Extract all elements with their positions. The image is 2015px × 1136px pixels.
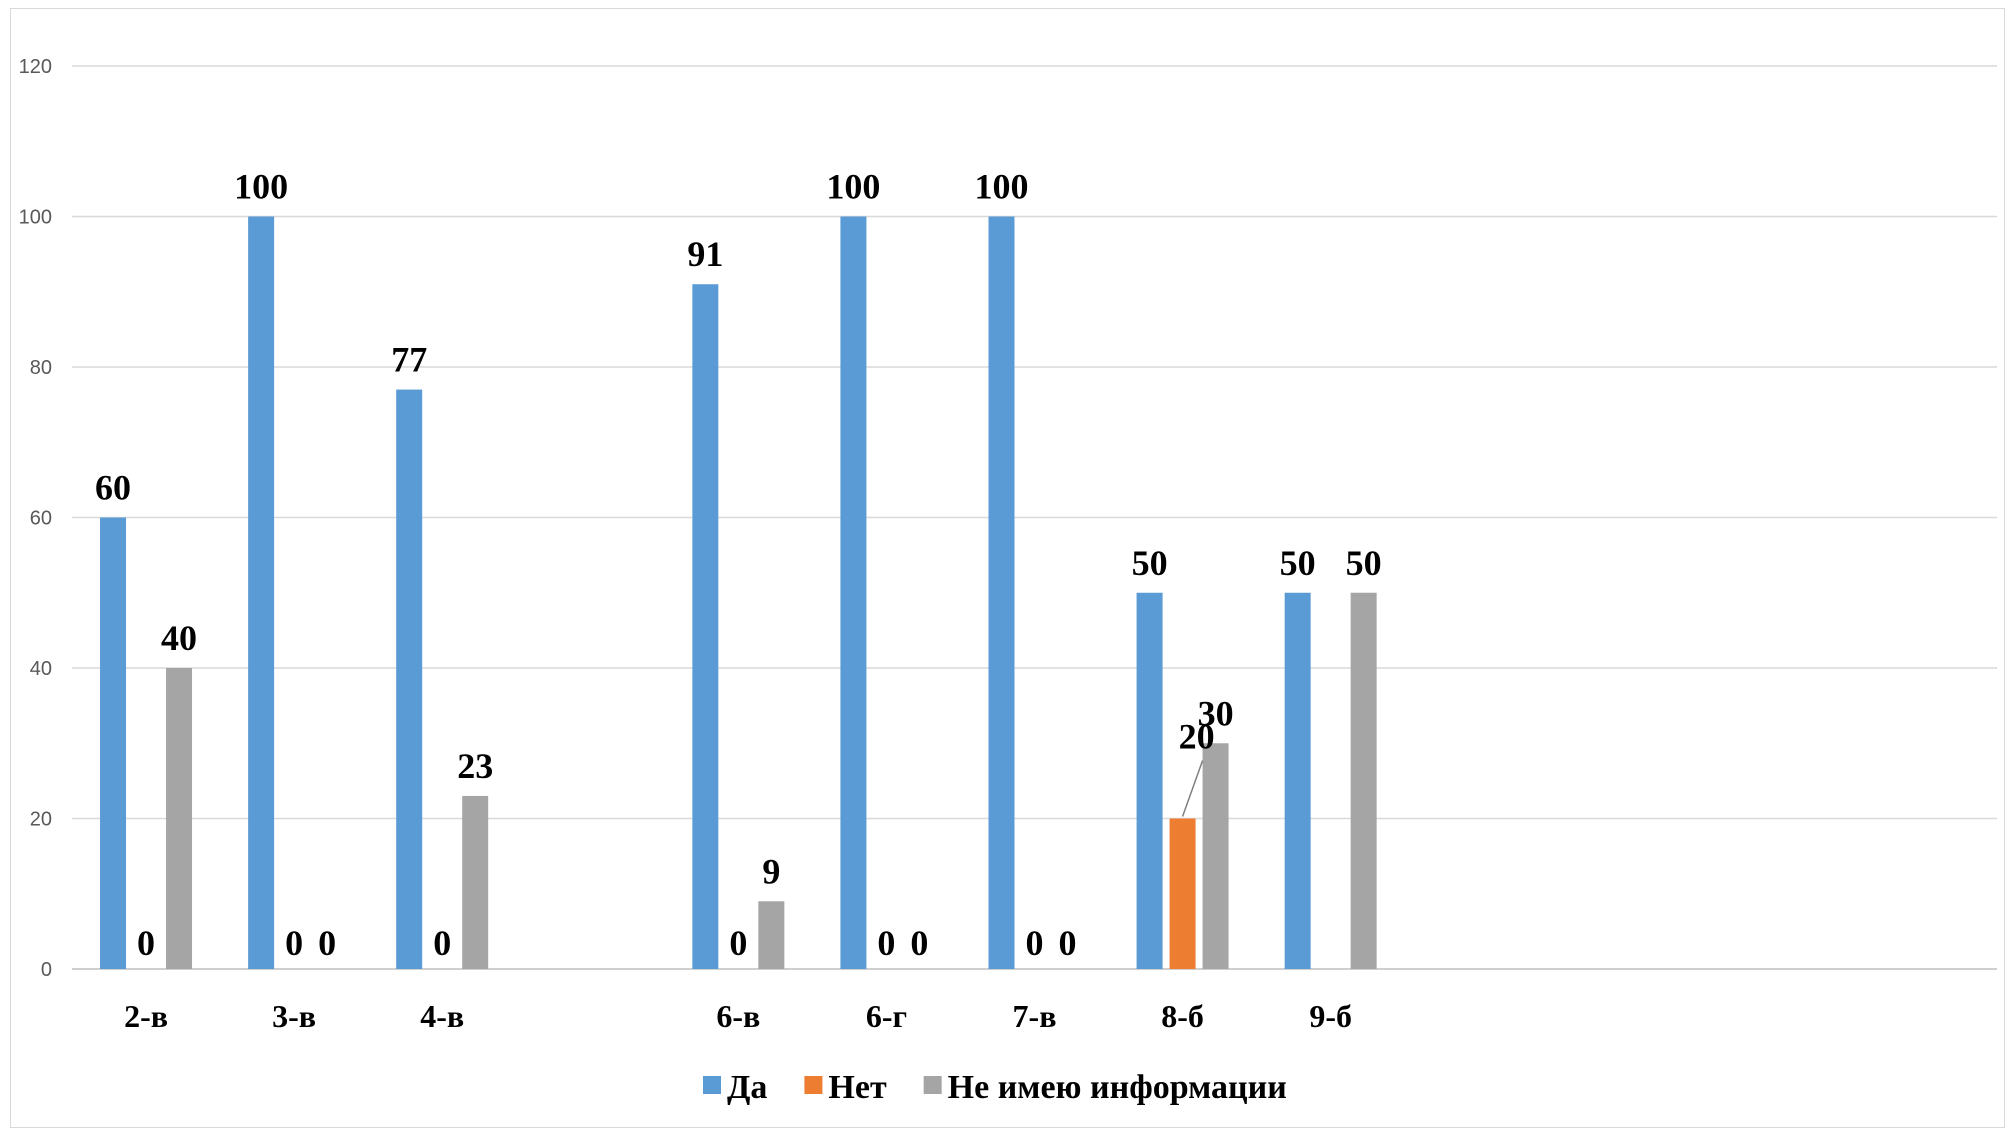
- legend-swatch: [923, 1076, 942, 1094]
- grid-layer: [72, 65, 1997, 970]
- bar-net: [1169, 818, 1196, 969]
- y-tick-label: 100: [19, 207, 52, 229]
- data-label: 100: [234, 167, 288, 207]
- bar-da: [1136, 592, 1163, 969]
- y-tick-label: 80: [30, 357, 52, 379]
- bar-da: [840, 216, 867, 969]
- data-label: 50: [1132, 543, 1168, 583]
- data-label: 23: [457, 746, 493, 786]
- bar-no-info: [758, 901, 785, 969]
- x-tick-label: 9-б: [1309, 998, 1352, 1034]
- data-label: 50: [1346, 543, 1382, 583]
- y-tick-label: 40: [30, 658, 52, 680]
- data-label: 40: [161, 618, 197, 658]
- data-label: 60: [95, 468, 131, 508]
- bar-da: [988, 216, 1015, 969]
- data-label: 0: [318, 923, 336, 963]
- bar-layer: [100, 216, 1377, 970]
- data-label: 0: [137, 923, 155, 963]
- axis-layer: 0 20 40 60 80 100 120 2-в 3-в 4-в 6-в 6-г 7-в 8-б 9-б: [19, 56, 1352, 1034]
- data-label: 0: [1059, 923, 1077, 963]
- bar-da: [692, 284, 719, 970]
- bar-no-info: [462, 795, 489, 969]
- data-label: 0: [1026, 923, 1044, 963]
- bar-no-info: [166, 668, 193, 969]
- x-tick-label: 7-в: [1013, 998, 1057, 1034]
- data-label: 100: [975, 167, 1029, 207]
- x-tick-label: 8-б: [1161, 998, 1204, 1034]
- data-label: 50: [1280, 543, 1316, 583]
- bar-da: [248, 216, 275, 969]
- data-label: 0: [285, 923, 303, 963]
- y-tick-label: 120: [19, 56, 52, 78]
- x-tick-label: 3-в: [272, 998, 316, 1034]
- data-label: 0: [877, 923, 895, 963]
- data-label: 0: [729, 923, 747, 963]
- data-label: 0: [910, 923, 928, 963]
- bar-da: [1284, 592, 1311, 969]
- data-label: 30: [1198, 693, 1234, 733]
- x-tick-label: 2-в: [124, 998, 168, 1034]
- y-tick-label: 0: [41, 959, 52, 981]
- y-tick-label: 60: [30, 508, 52, 530]
- bar-no-info: [1202, 743, 1229, 969]
- x-tick-label: 4-в: [420, 998, 464, 1034]
- data-label: 100: [826, 167, 880, 207]
- data-label: 77: [391, 340, 427, 380]
- legend-swatch: [703, 1076, 721, 1094]
- bar-da: [396, 389, 423, 969]
- legend-label: Не имею информации: [948, 1069, 1287, 1106]
- x-tick-label: 6-г: [866, 998, 907, 1034]
- legend-label: Нет: [828, 1069, 887, 1106]
- legend: Да Нет Не имею информации: [703, 1069, 1287, 1106]
- bar-no-info: [1350, 592, 1377, 969]
- data-label: 9: [762, 851, 780, 891]
- legend-label: Да: [727, 1069, 767, 1106]
- data-label: 0: [433, 923, 451, 963]
- y-tick-label: 20: [30, 809, 52, 831]
- leader-line: [1181, 760, 1204, 817]
- legend-swatch: [804, 1076, 823, 1094]
- data-label: 20: [1179, 717, 1215, 757]
- x-tick-label: 6-в: [716, 998, 760, 1034]
- data-label: 91: [687, 234, 723, 274]
- bar-da: [100, 517, 127, 969]
